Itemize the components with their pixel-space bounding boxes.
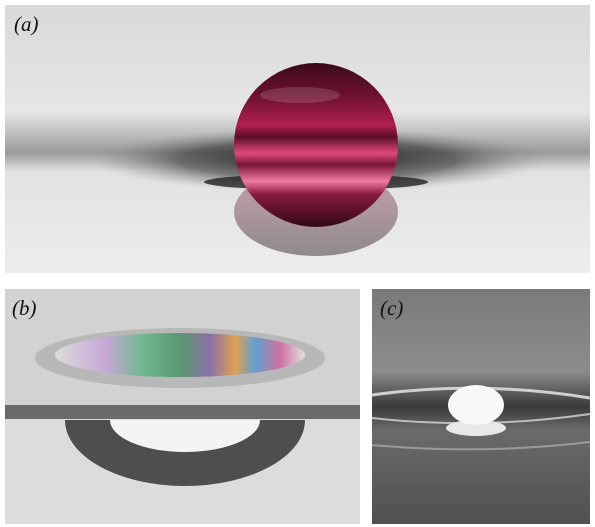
drop-core <box>110 420 260 452</box>
panel-b: (b) <box>5 289 360 524</box>
panel-label: (b) <box>12 296 37 320</box>
sphere <box>234 63 398 227</box>
droplet <box>448 385 504 425</box>
meniscus-line <box>371 441 591 451</box>
droplet-reflection <box>446 420 506 436</box>
panel-label: (a) <box>14 12 39 36</box>
sphere-highlight <box>260 87 340 103</box>
drop-lens <box>55 333 305 377</box>
panel-a: (a) <box>5 5 590 273</box>
panel-label: (c) <box>380 296 403 320</box>
panel-c: (c) <box>371 289 591 524</box>
substrate-edge <box>5 405 360 419</box>
